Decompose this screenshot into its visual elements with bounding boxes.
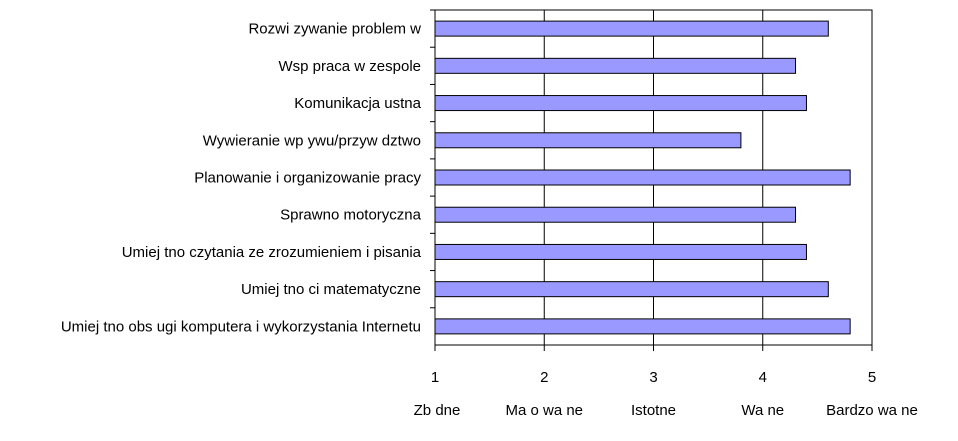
x-tick-description: Wa ne [741, 402, 784, 419]
bar [434, 132, 742, 149]
x-tick-description: Ma o wa ne [505, 402, 583, 419]
x-tick-label: 1 [431, 369, 439, 386]
category-label: Umiej tno czytania ze zrozumieniem i pis… [122, 244, 422, 261]
x-tick-description: Bardzo wa ne [826, 402, 918, 419]
x-tick-label: 2 [540, 369, 548, 386]
category-label: Umiej tno obs ugi komputera i wykorzysta… [61, 318, 421, 335]
category-label: Komunikacja ustna [294, 95, 421, 112]
bar [434, 95, 807, 112]
x-tick-description: Zb dne [414, 402, 461, 419]
category-label: Wsp praca w zespole [278, 58, 421, 75]
category-label: Umiej tno ci matematyczne [241, 281, 421, 298]
x-tick-label: 4 [759, 369, 767, 386]
bar [434, 243, 807, 260]
bar [434, 169, 851, 186]
bar [434, 318, 851, 335]
category-label: Rozwi zywanie problem w [248, 21, 421, 38]
category-label: Wywieranie wp ywu/przyw dztwo [203, 132, 421, 149]
category-label: Planowanie i organizowanie pracy [194, 170, 421, 187]
x-tick-label: 3 [649, 369, 657, 386]
x-tick-description: Istotne [631, 402, 676, 419]
bar [434, 206, 797, 223]
x-tick-label: 5 [868, 369, 876, 386]
bar [434, 281, 829, 298]
bar [434, 20, 829, 37]
category-label: Sprawno motoryczna [280, 207, 422, 224]
bar [434, 57, 797, 74]
